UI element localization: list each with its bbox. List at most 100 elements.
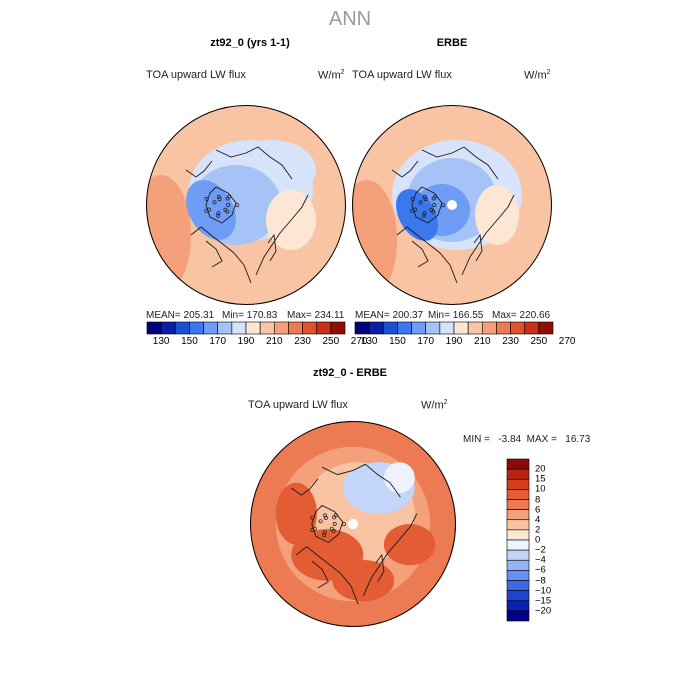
colorbar-tick-label: 130 [152,336,170,347]
coastline [190,226,252,284]
colorbar-bin [411,321,427,335]
contour-region [383,524,436,566]
panel2-polar-map [352,105,552,305]
island [341,522,346,527]
colorbar-bin [506,499,530,510]
colorbar-bin [397,321,412,335]
coastline [391,160,419,178]
coastline [205,240,223,268]
colorbar-bin [506,489,530,500]
coastline [185,160,213,178]
colorbar-tick-label: −2 [535,544,546,556]
colorbar-bin [273,321,289,335]
panel1-colorbar [146,321,346,335]
colorbar-tick-label: 6 [535,504,541,516]
island [310,515,315,520]
diff-colorbar [506,458,530,622]
colorbar-tick-label: −20 [535,605,552,617]
island [441,203,446,208]
diff-colorbar-ticks: 20 15 10 8 6 4 2 0 −2 −4 −6 −8 −10 −15 −20 [535,459,575,621]
colorbar-bin [302,321,318,335]
coastline [290,478,319,496]
colorbar-tick-label: 2 [535,524,541,536]
colorbar-bin [330,321,346,335]
coastline [321,463,401,498]
colorbar-bin [245,321,261,335]
island [323,515,328,520]
colorbar-bin [481,321,497,335]
coastline [311,560,329,589]
colorbar-tick-label: −15 [535,595,552,607]
colorbar-bin [203,321,219,335]
map-border [352,105,552,305]
coastline [362,513,418,597]
colorbar-bin [496,321,511,335]
colorbar-bin [439,321,455,335]
island [312,526,317,531]
colorbar-tick-label: 250 [322,336,340,347]
colorbar-tick-label: 150 [181,336,198,347]
colorbar-tick-label: 15 [535,473,546,485]
colorbar-bin [368,321,384,335]
map-border [146,105,346,305]
panel1-colorbar-ticks: 130 150 170 190 210 230 250 270 [147,336,368,350]
diff-panel-title: zt92_0 - ERBE [313,367,387,379]
coastline [267,233,277,262]
panel1-min: Min= 170.83 [222,310,278,321]
coastline [255,194,309,276]
colorbar-bin [506,600,530,612]
island [204,196,209,201]
colorbar-tick-label: 10 [535,483,546,495]
contour-region [275,482,317,545]
island [429,207,434,212]
colorbar-tick-label: 270 [558,336,576,347]
contour-region [352,180,397,300]
colorbar-tick-label: 20 [535,463,546,475]
contour-region [383,462,415,494]
colorbar-tick-label: 230 [502,336,519,347]
colorbar-tick-label: −4 [535,554,546,566]
colorbar-bin [506,478,530,490]
pole-hole [447,200,457,210]
contour-region [332,560,395,602]
colorbar-bin [506,468,530,480]
colorbar-tick-label: 4 [535,514,541,526]
colorbar-tick-label: 8 [535,494,541,505]
colorbar-tick-label: 270 [350,336,368,347]
island [217,197,222,202]
colorbar-bin [146,321,162,335]
map-field [146,105,346,305]
panel1-polar-map [146,105,346,305]
panel2-max: Max= 220.66 [492,310,551,321]
colorbar-bin [510,321,526,335]
colorbar-bin [538,321,554,335]
coastline [461,194,515,276]
colorbar-tick-label: 0 [535,534,541,546]
island [410,196,415,201]
panel2-title: ERBE [436,37,468,49]
colorbar-bin [425,321,441,335]
colorbar-tick-label: 170 [417,336,435,347]
panel2-units-label: W/m2 [524,69,551,82]
island [329,526,334,531]
map-border [250,421,456,627]
colorbar-bin [524,321,540,335]
coastline [375,553,385,582]
colorbar-bin [217,321,233,335]
colorbar-bin [354,321,370,335]
island [322,530,327,535]
panel1-max: Max= 234.11 [287,310,345,321]
island [212,200,217,205]
colorbar-bin [259,321,275,335]
colorbar-tick-label: −6 [535,564,546,576]
coastline [411,240,429,268]
island [216,211,221,216]
island [216,213,220,218]
island [322,533,327,537]
island [332,522,337,526]
colorbar-tick-label: 130 [360,336,378,347]
diff-minmax: MIN = -3.84 MAX = 16.73 [463,434,591,445]
contour-region [475,185,519,245]
colorbar-bin [506,458,530,470]
diff-variable-label: TOA upward LW flux [248,399,348,411]
